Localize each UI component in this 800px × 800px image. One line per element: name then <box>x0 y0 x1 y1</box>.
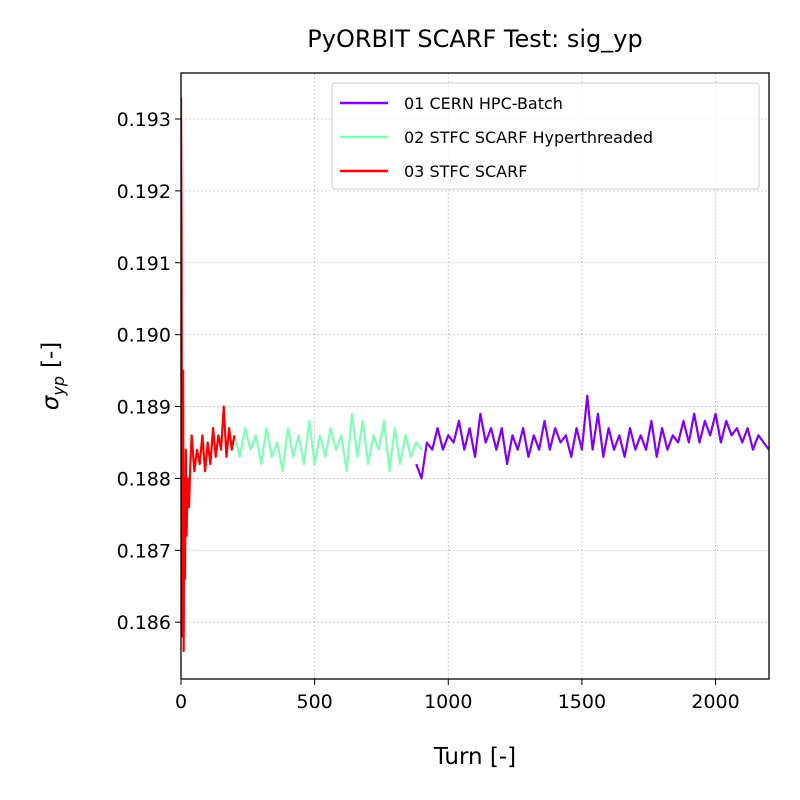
y-label-subscript: yp <box>49 376 68 397</box>
series-line <box>415 394 769 480</box>
legend-label: 03 STFC SCARF <box>404 162 527 181</box>
y-tick-label: 0.192 <box>117 181 171 203</box>
x-tick-label: 2000 <box>691 691 739 713</box>
legend-box <box>331 82 760 190</box>
y-label-symbol: σ <box>38 394 64 410</box>
x-axis-label: Turn [-] <box>433 744 516 770</box>
y-tick-label: 0.193 <box>117 109 171 131</box>
x-tick-label: 1000 <box>424 691 472 713</box>
legend-label: 02 STFC SCARF Hyperthreaded <box>404 128 653 147</box>
y-tick-label: 0.187 <box>117 540 171 562</box>
legend-label: 01 CERN HPC-Batch <box>404 94 563 113</box>
x-tick-label: 500 <box>297 691 333 713</box>
series-line <box>233 412 423 473</box>
y-tick-label: 0.186 <box>117 612 171 634</box>
plot-frame <box>180 72 770 680</box>
series-line <box>181 97 236 653</box>
x-tick-label: 0 <box>175 691 187 713</box>
y-axis-label: σyp [-] <box>38 342 68 410</box>
y-tick-label: 0.190 <box>117 325 171 347</box>
y-label-unit: [-] <box>38 342 64 368</box>
y-tick-label: 0.188 <box>117 468 171 490</box>
y-tick-label: 0.189 <box>117 397 171 419</box>
chart-title: PyORBIT SCARF Test: sig_yp <box>307 25 642 53</box>
x-tick-label: 1500 <box>558 691 606 713</box>
y-tick-label: 0.191 <box>117 253 171 275</box>
